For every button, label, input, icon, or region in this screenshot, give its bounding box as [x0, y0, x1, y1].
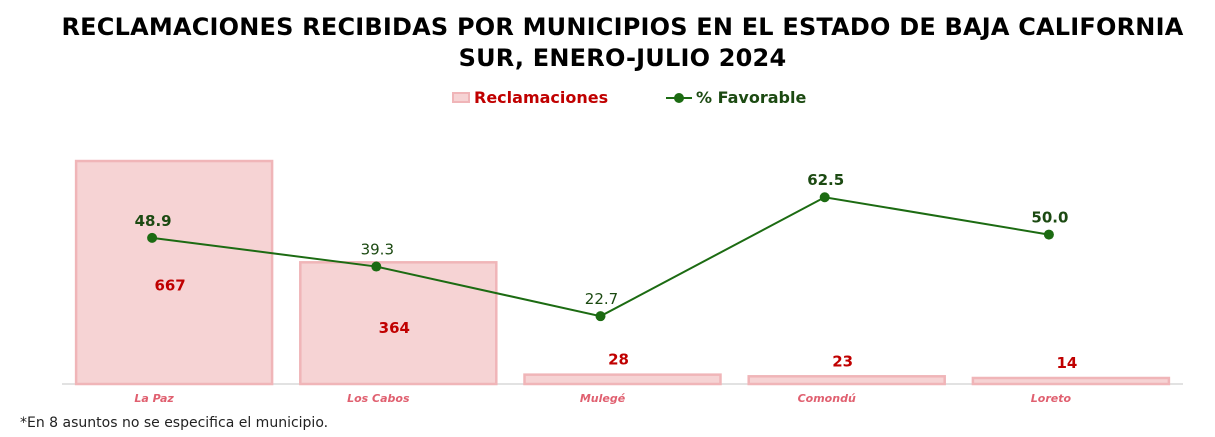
bar-0	[74, 159, 274, 386]
bar-2	[523, 373, 722, 386]
footnote: *En 8 asuntos no se especifica el munici…	[20, 415, 329, 431]
category-label-3: Comondú	[798, 392, 856, 405]
legend-item-reclamaciones: Reclamaciones	[452, 88, 608, 107]
bar-1	[299, 261, 498, 386]
category-label-4: Loreto	[1031, 392, 1072, 405]
bar-value-label-3: 23	[832, 352, 853, 370]
legend-item-favorable: % Favorable	[666, 88, 806, 107]
favorable-point-2	[595, 311, 606, 322]
favorable-label-0: 48.9	[135, 212, 172, 230]
bar-value-label-1: 364	[379, 319, 410, 337]
favorable-point-3	[819, 192, 830, 203]
legend-line-swatch	[666, 91, 692, 105]
bar-4	[971, 376, 1171, 386]
bar-value-label-2: 28	[608, 351, 629, 369]
chart-legend: Reclamaciones % Favorable	[0, 88, 1215, 110]
favorable-label-1: 39.3	[361, 241, 394, 259]
favorable-point-1	[371, 261, 382, 272]
favorable-point-0	[147, 232, 158, 243]
favorable-label-2: 22.7	[585, 290, 618, 308]
bar-value-label-4: 14	[1056, 354, 1077, 372]
legend-label-reclamaciones: Reclamaciones	[474, 88, 609, 107]
bar-value-label-0: 667	[154, 276, 185, 294]
legend-bar-swatch	[452, 92, 470, 103]
category-label-2: Mulegé	[580, 392, 626, 405]
favorable-label-4: 50.0	[1031, 209, 1068, 227]
category-label-1: Los Cabos	[347, 392, 410, 405]
favorable-point-4	[1043, 229, 1054, 240]
legend-label-favorable: % Favorable	[696, 88, 807, 107]
category-label-0: La Paz	[134, 392, 174, 405]
favorable-label-3: 62.5	[807, 171, 844, 189]
bar-3	[747, 375, 946, 386]
chart-title: RECLAMACIONES RECIBIDAS POR MUNICIPIOS E…	[61, 13, 1184, 72]
